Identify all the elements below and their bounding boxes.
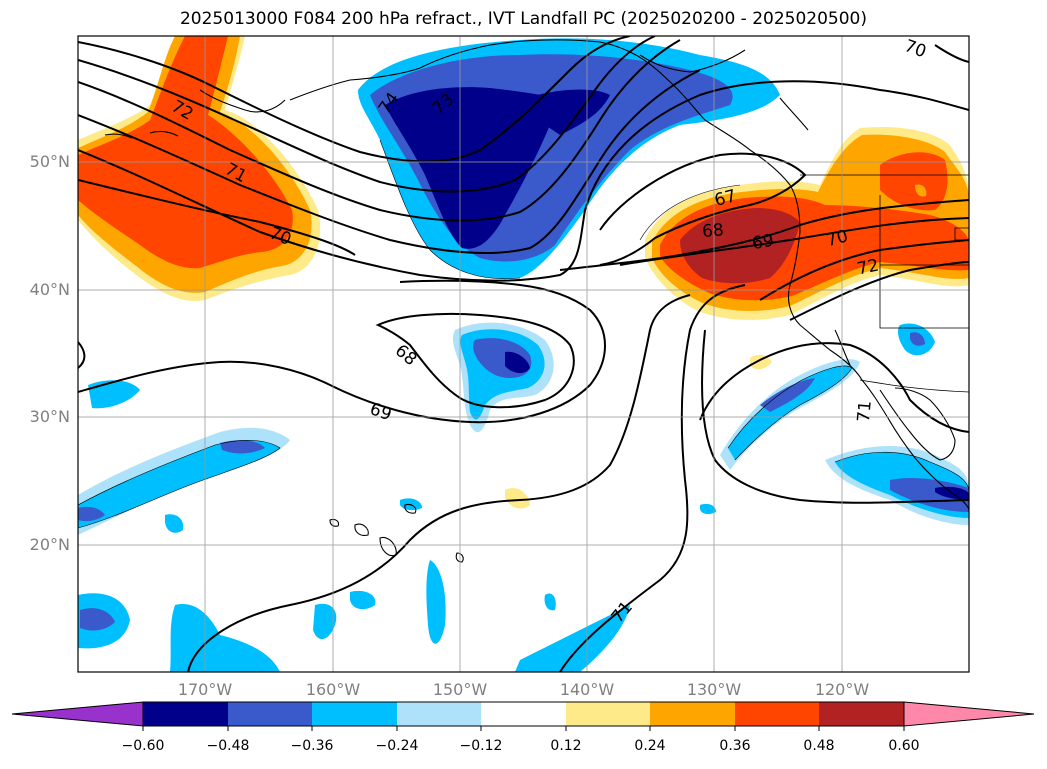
colorbar — [11, 701, 1035, 731]
lat-label: 40°N — [29, 280, 70, 299]
colorbar-segment — [143, 702, 228, 726]
contour-label: 71 — [854, 400, 876, 423]
colorbar-segment — [397, 702, 481, 726]
contours — [78, 36, 969, 672]
colorbar-tick-label: 0.48 — [803, 738, 835, 754]
contour-line — [599, 152, 807, 266]
colorbar-segment — [819, 702, 904, 726]
lat-label: 30°N — [29, 407, 70, 426]
colorbar-tick-label: 0.12 — [550, 738, 582, 754]
colorbar-tick-label: −0.48 — [206, 738, 250, 754]
lon-label: 160°W — [305, 680, 361, 699]
contour-label: 68 — [701, 220, 724, 242]
colorbar-tick-label: −0.60 — [121, 738, 165, 754]
colorbar-segment — [312, 702, 397, 726]
contour-line — [78, 179, 356, 256]
contour-label: 69 — [751, 231, 776, 254]
contour-line — [78, 279, 606, 424]
colorbar-segment — [650, 702, 735, 726]
political-borders — [800, 174, 969, 393]
contour-line — [619, 217, 969, 266]
lon-label: 150°W — [432, 680, 488, 699]
contour-line — [559, 199, 969, 271]
negative-anomaly-east-bands — [700, 323, 969, 525]
lon-label: 170°W — [177, 680, 233, 699]
colorbar-extend-high — [903, 701, 1035, 727]
colorbar-segment — [481, 702, 566, 726]
colorbar-tick-label: −0.36 — [290, 738, 334, 754]
contour-line — [789, 261, 969, 321]
colorbar-segment — [566, 702, 650, 726]
contour-line — [78, 36, 656, 193]
contour-line — [187, 294, 691, 672]
map-frame — [77, 35, 970, 673]
colorbar-tick-label: 0.24 — [634, 738, 666, 754]
contour-line — [375, 312, 575, 409]
contour-line — [78, 36, 631, 163]
colorbar-frame — [142, 701, 905, 727]
lon-label: 120°W — [814, 680, 870, 699]
colorbar-tick-label: −0.24 — [375, 738, 419, 754]
negative-anomaly-central-pacific — [452, 322, 554, 433]
colorbar-tick-label: 0.60 — [888, 738, 920, 754]
contour-line — [78, 341, 86, 369]
lon-label: 130°W — [686, 680, 742, 699]
map-title: 2025013000 F084 200 hPa refract., IVT La… — [179, 9, 867, 29]
colorbar-tick-label: −0.12 — [459, 738, 503, 754]
negative-anomaly-west-bands — [78, 380, 630, 672]
coastlines — [104, 39, 969, 563]
contour-line — [699, 342, 969, 433]
lon-label: 140°W — [559, 680, 615, 699]
colorbar-extend-low — [11, 701, 144, 727]
colorbar-segment — [735, 702, 819, 726]
contour-line — [701, 329, 969, 504]
contour-line — [559, 284, 746, 672]
contour-line — [934, 44, 969, 63]
colorbar-tick-label: 0.36 — [719, 738, 751, 754]
contour-line — [78, 80, 969, 282]
negative-anomaly-gulf-of-alaska — [358, 38, 780, 279]
lat-label: 20°N — [29, 535, 70, 554]
graticule — [78, 36, 969, 672]
colorbar-segment — [228, 702, 312, 726]
lat-label: 50°N — [29, 152, 70, 171]
contour-label: 72 — [855, 255, 880, 279]
